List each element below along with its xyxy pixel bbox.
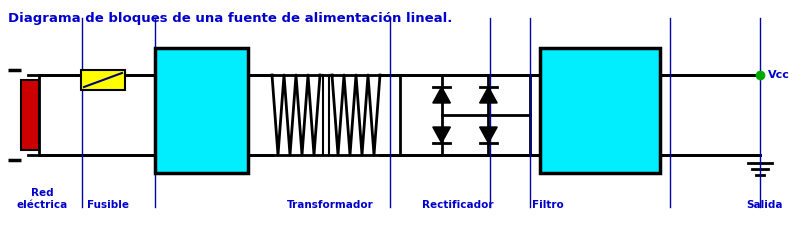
- Text: Rectificador: Rectificador: [422, 200, 493, 210]
- Text: Red
eléctrica: Red eléctrica: [16, 188, 67, 210]
- Text: Regulador
de
tensión: Regulador de tensión: [563, 89, 635, 132]
- Text: Filtro de
RED: Filtro de RED: [172, 97, 230, 124]
- Text: Diagrama de bloques de una fuente de alimentación lineal.: Diagrama de bloques de una fuente de ali…: [8, 12, 452, 25]
- Text: Transformador: Transformador: [286, 200, 373, 210]
- Bar: [155, 48, 247, 173]
- Polygon shape: [479, 87, 496, 103]
- Bar: [540, 48, 659, 173]
- Text: Vcc: Vcc: [767, 70, 789, 80]
- Polygon shape: [479, 127, 496, 143]
- Text: Fusible: Fusible: [87, 200, 128, 210]
- Bar: [81, 70, 124, 90]
- Polygon shape: [432, 127, 450, 143]
- Text: Salida: Salida: [746, 200, 782, 210]
- Text: Filtro: Filtro: [532, 200, 563, 210]
- Polygon shape: [432, 87, 450, 103]
- Bar: [21, 80, 39, 150]
